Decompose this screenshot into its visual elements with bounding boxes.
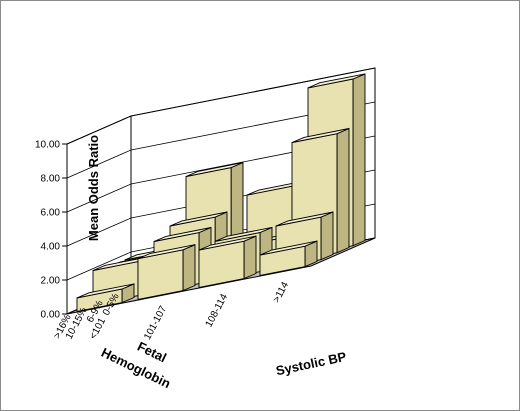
y-tick-label: 0.00 [41,310,61,321]
bar-top [259,240,318,256]
bar-side [336,127,350,254]
bar-top [291,128,350,143]
gridline [66,67,376,145]
y-axis-title: Mean Odds Ratio [86,135,101,241]
bar-side [320,211,334,261]
y-tick-label: 2.00 [41,276,61,287]
y-tick-label: 4.00 [41,242,61,253]
bar-top [185,162,244,177]
bar [137,244,196,301]
bar-top [198,235,257,251]
y-tick-label: 6.00 [41,208,61,219]
y-tick-label: 10.00 [35,140,60,151]
bar-side [182,244,196,292]
bar-side [243,235,257,280]
x-tick-label: >114 [271,280,291,305]
y-tick-label: 8.00 [41,174,61,185]
x-tick-label: 108-114 [204,292,231,329]
bar-top [76,283,135,299]
bar-top [275,211,334,227]
bar-side [352,73,366,247]
bar-top [169,211,228,227]
x-axis-title: Systolic BP [275,349,348,379]
bar-top [307,73,366,89]
gridline [66,101,376,179]
x-tick-label: 101-107 [142,304,169,342]
bar [76,283,135,313]
bar [259,240,318,277]
bar-top [153,227,212,242]
bar-top [137,244,196,260]
bar [198,235,257,289]
chart-bars [76,73,366,313]
bar-top [214,226,273,242]
